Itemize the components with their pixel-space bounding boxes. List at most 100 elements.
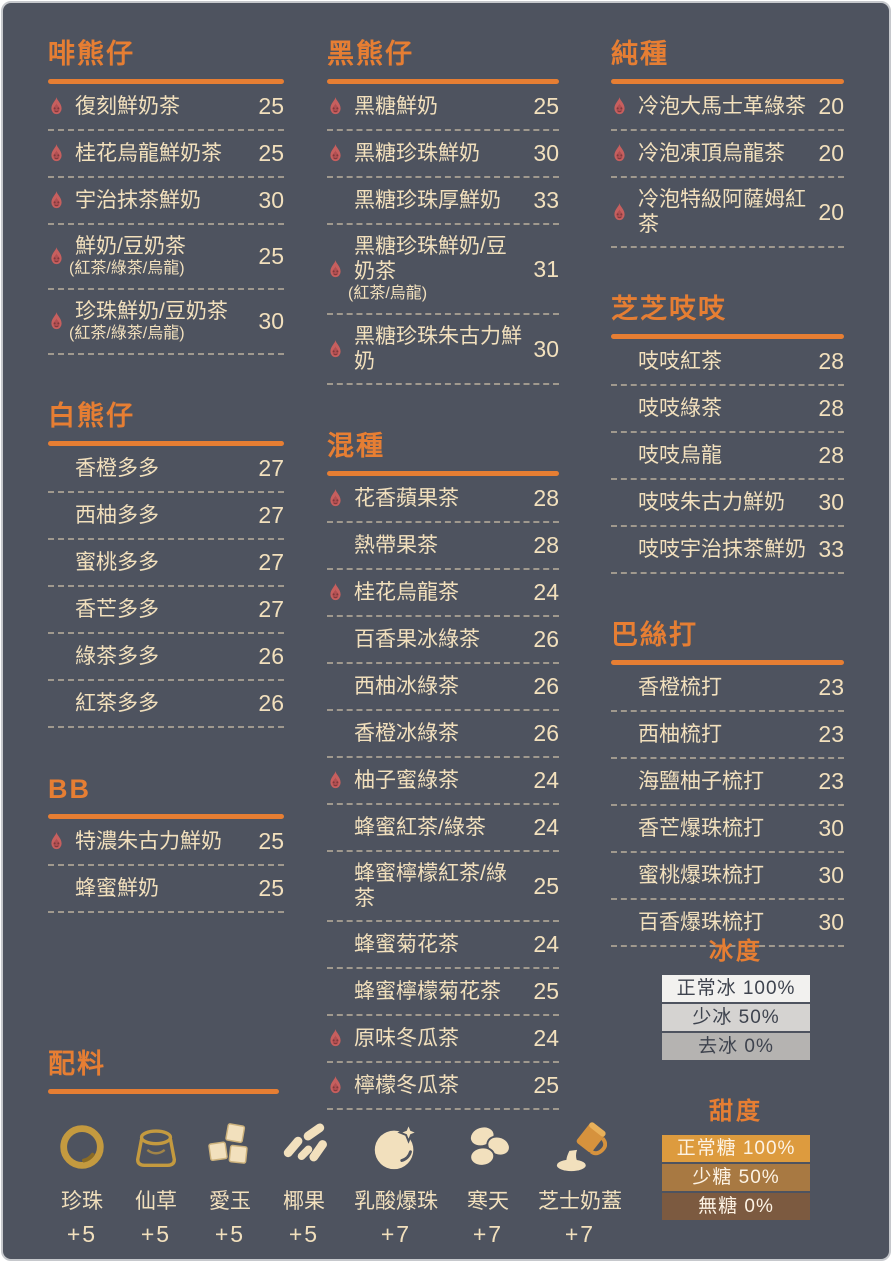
item-name: 吱吱紅茶 [638,350,722,373]
menu-item: 吱吱宇治抹茶鮮奶 33 [611,527,844,574]
item-name: 黑糖鮮奶 [354,95,438,118]
topping-grass-jelly: 仙草 +5 [122,1120,190,1248]
hot-flame-icon [327,582,354,603]
menu-item: 珍珠鮮奶/豆奶茶 (紅茶/綠茶/烏龍) 30 [48,290,284,355]
section-basida: 巴絲打 香橙梳打 23 西柚梳打 23 海鹽柚子梳打 23 香芒爆珠梳打 30 [611,620,844,947]
menu-item: 桂花烏龍茶 24 [327,570,559,617]
section-title: 混種 [327,431,385,461]
popping-boba-icon [369,1120,423,1174]
topping-price: +7 [472,1221,504,1247]
item-price: 33 [818,536,844,562]
ice-level-title: 冰度 [709,938,763,965]
item-price: 33 [533,187,559,213]
item-price: 26 [533,673,559,699]
topping-price: +5 [66,1221,98,1247]
section-underline [611,660,844,665]
item-price: 24 [533,579,559,605]
item-name: 吱吱烏龍 [638,444,722,467]
item-price: 30 [818,909,844,935]
section-title: 白熊仔 [48,401,135,431]
item-price: 30 [818,862,844,888]
item-name: 蜜桃多多 [75,551,159,574]
menu-item: 蜂蜜檸檬菊花茶 25 [327,969,559,1016]
section-title: 啡熊仔 [48,39,135,69]
menu-item: 香芒爆珠梳打 30 [611,806,844,853]
item-name: 綠茶多多 [75,645,159,668]
item-price: 20 [818,140,844,166]
section-underline [611,79,844,84]
section-bb: BB 特濃朱古力鮮奶 25 蜂蜜鮮奶 25 [48,774,284,913]
topping-pearl: 珍珠 +5 [48,1120,116,1248]
item-price: 23 [818,768,844,794]
topping-name: 乳酸爆珠 [354,1190,438,1213]
menu-item: 復刻鮮奶茶 25 [48,84,284,131]
item-name: 百香果冰綠茶 [354,628,480,651]
hot-flame-icon [611,143,638,164]
menu-item: 香芒多多 27 [48,587,284,634]
topping-price: +5 [140,1221,172,1247]
item-name: 香橙梳打 [638,676,722,699]
menu-item: 香橙多多 27 [48,446,284,493]
hot-flame-icon [327,1028,354,1049]
item-price: 23 [818,674,844,700]
item-name: 冷泡特級阿薩姆紅茶 [638,188,806,236]
menu-item: 香橙梳打 23 [611,665,844,712]
item-name: 桂花烏龍茶 [354,581,459,604]
item-price: 25 [258,243,284,269]
item-price: 23 [818,721,844,747]
item-name: 黑糖珍珠朱古力鮮奶 [354,325,522,373]
item-name: 蜂蜜紅茶/綠茶 [354,816,486,839]
item-price: 25 [533,93,559,119]
section-hunzhong: 混種 花香蘋果茶 28 熱帶果茶 28 桂花烏龍茶 24 百香果冰綠茶 26 [327,431,559,1110]
item-price: 27 [258,502,284,528]
item-price: 30 [818,489,844,515]
topping-name: 珍珠 [61,1190,103,1213]
item-name: 宇治抹茶鮮奶 [75,189,201,212]
item-name: 百香爆珠梳打 [638,911,764,934]
item-price: 30 [533,140,559,166]
menu-item: 蜜桃爆珠梳打 30 [611,853,844,900]
topping-name: 寒天 [467,1190,509,1213]
item-price: 25 [533,978,559,1004]
menu-item: 熱帶果茶 28 [327,523,559,570]
section-title: 配料 [48,1049,106,1079]
item-price: 20 [818,93,844,119]
coconut-sticks-icon [277,1120,331,1174]
item-price: 24 [533,767,559,793]
item-price: 25 [258,875,284,901]
item-price: 24 [533,931,559,957]
menu-item: 香橙冰綠茶 26 [327,711,559,758]
topping-popping-boba: 乳酸爆珠 +7 [344,1120,448,1248]
item-price: 28 [818,348,844,374]
menu-item: 原味冬瓜茶 24 [327,1016,559,1063]
menu-item: 冷泡大馬士革綠茶 20 [611,84,844,131]
hot-flame-icon [327,488,354,509]
menu-item: 鮮奶/豆奶茶 (紅茶/綠茶/烏龍) 25 [48,225,284,290]
item-name: 香芒多多 [75,598,159,621]
menu-item: 蜜桃多多 27 [48,540,284,587]
item-name: 香芒爆珠梳打 [638,817,764,840]
item-name: 桂花烏龍鮮奶茶 [75,142,222,165]
menu-item: 蜂蜜菊花茶 24 [327,922,559,969]
menu-item: 花香蘋果茶 28 [327,476,559,523]
menu-item: 黑糖珍珠鮮奶 30 [327,131,559,178]
sugar-option-normal: 正常糖 100% [662,1135,810,1162]
item-price: 20 [818,198,844,225]
item-name: 黑糖珍珠厚鮮奶 [354,189,501,212]
item-price: 25 [258,93,284,119]
cheese-foam-mug-icon [553,1120,607,1174]
section-underline [48,441,284,446]
menu-item: 吱吱綠茶 28 [611,386,844,433]
section-underline [327,471,559,476]
menu-item: 冷泡特級阿薩姆紅茶 20 [611,178,844,248]
item-price: 26 [533,626,559,652]
item-name: 海鹽柚子梳打 [638,770,764,793]
menu-item: 吱吱朱古力鮮奶 30 [611,480,844,527]
menu-item: 特濃朱古力鮮奶 25 [48,819,284,866]
topping-price: +5 [214,1221,246,1247]
topping-agar: 寒天 +7 [454,1120,522,1248]
menu-item: 宇治抹茶鮮奶 30 [48,178,284,225]
item-subtitle: (紅茶/烏龍) [348,285,428,302]
item-name: 吱吱綠茶 [638,397,722,420]
